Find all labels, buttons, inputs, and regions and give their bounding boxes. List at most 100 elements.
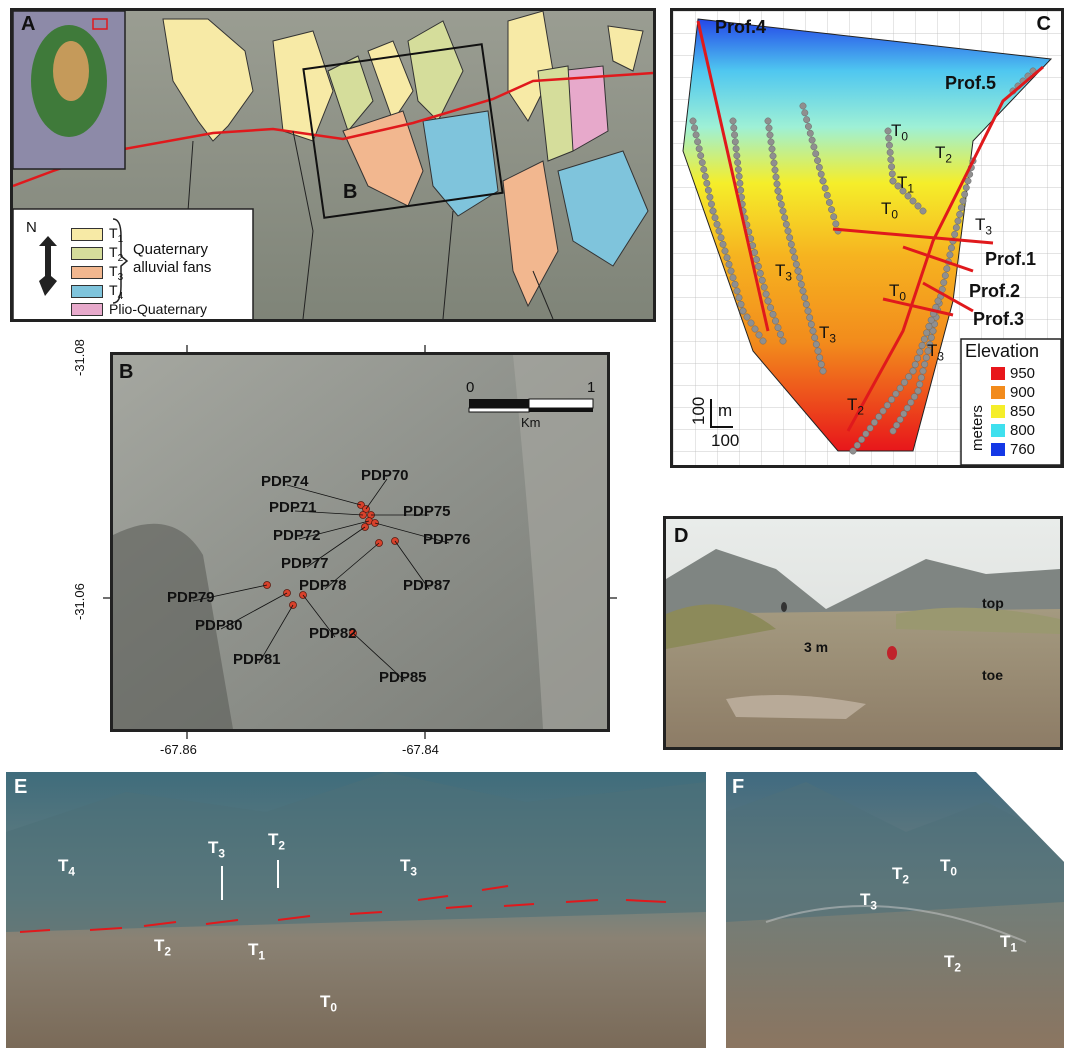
gps-point — [830, 213, 838, 221]
legend-group-line2: alluvial fans — [133, 259, 212, 276]
fault-segment — [277, 915, 311, 921]
scale-bar-lower-white — [468, 407, 530, 413]
legend-title: Elevation — [965, 341, 1040, 361]
sample-label: PDP76 — [423, 531, 471, 548]
terrace-index: 3 — [985, 223, 993, 238]
gps-point — [941, 272, 949, 280]
legend-sub: 4 — [117, 290, 124, 302]
gps-point — [927, 316, 935, 324]
gps-point — [713, 220, 721, 228]
gps-point — [754, 262, 762, 270]
terrace-label: T0 — [881, 199, 898, 221]
gps-point — [772, 173, 780, 181]
terrace-label: T1 — [897, 173, 914, 195]
gps-point — [894, 182, 902, 190]
label-height: 3 m — [804, 639, 829, 655]
gps-point — [789, 247, 797, 255]
terrace-letter: T — [892, 864, 903, 883]
gps-point — [689, 117, 697, 125]
legend-group-line1: Quaternary — [133, 241, 209, 258]
terrace-index: 2 — [902, 872, 910, 887]
gps-point — [961, 190, 969, 198]
gps-point — [889, 177, 897, 185]
fault-segment — [445, 905, 473, 909]
boulders — [726, 695, 866, 719]
gps-point — [731, 138, 739, 146]
mountains — [726, 782, 1064, 922]
legend-sub: 1 — [117, 233, 124, 245]
sample-leader — [298, 520, 370, 540]
gps-point — [799, 102, 807, 110]
sample-label: PDP81 — [233, 651, 281, 668]
shrub — [666, 604, 776, 649]
legend-swatch — [71, 228, 103, 242]
terrace-label: T3 — [208, 838, 225, 860]
gps-point — [914, 354, 921, 362]
elevation-value: 800 — [1010, 422, 1036, 439]
gps-point — [768, 145, 776, 153]
gps-point — [900, 378, 908, 386]
gps-point — [875, 413, 883, 421]
gps-point — [755, 331, 763, 339]
elevation-value: 760 — [1010, 441, 1036, 458]
gps-point — [825, 198, 833, 206]
gps-point — [858, 436, 866, 444]
elevation-swatch — [991, 424, 1005, 437]
sample-label: PDP87 — [403, 577, 451, 594]
gps-point — [733, 152, 741, 160]
legend-unit: meters — [969, 405, 986, 451]
gps-point — [883, 401, 891, 409]
shrub — [896, 607, 1060, 634]
gps-point — [866, 424, 874, 432]
fan-t4 — [422, 110, 499, 217]
elevation-legend-row: 900 — [991, 384, 1035, 401]
fault-segment — [481, 885, 509, 891]
gps-point — [946, 251, 954, 259]
terrace-label: T2 — [268, 830, 285, 852]
gps-point — [717, 234, 725, 242]
gps-point — [721, 247, 729, 255]
legend-code: T — [109, 263, 118, 279]
ridge-light — [513, 355, 607, 729]
gps-points — [689, 67, 1037, 455]
gps-point — [806, 314, 814, 322]
lon-tick: -67.84 — [402, 742, 439, 757]
terrace-index: 0 — [891, 207, 899, 222]
terrace-letter: T — [891, 121, 902, 140]
island-summit — [53, 41, 89, 101]
terrace-label: T3 — [860, 890, 877, 912]
terrace-index: 0 — [901, 129, 909, 144]
gps-point — [927, 334, 935, 342]
panel-b: B 0 1 Km PDP74 PDP70 PDP71 PDP75 PDP72 PDP76 P… — [110, 352, 610, 732]
sample-label: PDP82 — [309, 625, 357, 642]
label-toe: toe — [982, 667, 1003, 683]
terrace-index: 3 — [829, 331, 837, 346]
terrace-index: 1 — [1010, 940, 1018, 955]
gps-point — [700, 166, 708, 173]
gps-point — [734, 166, 742, 173]
elevation-legend-row: 950 — [991, 365, 1035, 382]
gps-point — [806, 129, 814, 137]
gps-point — [715, 227, 723, 235]
terrace-label: T0 — [940, 856, 957, 878]
gps-point — [921, 360, 929, 368]
legend-row: T1 — [71, 225, 123, 245]
fan-t2 — [537, 65, 574, 162]
sample-label: PDP74 — [261, 473, 309, 490]
gps-point — [951, 230, 959, 238]
panel-d-photo — [666, 519, 1060, 747]
elevation-swatch — [991, 443, 1005, 456]
elevation-legend-row: 760 — [991, 441, 1035, 458]
profile-line-prof1 — [902, 245, 974, 273]
gps-point — [923, 329, 931, 337]
fan-t4 — [557, 150, 649, 267]
gps-point — [948, 244, 955, 252]
legend-sub: 3 — [117, 271, 124, 283]
terrace-label: T0 — [320, 992, 337, 1014]
terrace-index: 3 — [410, 864, 418, 879]
gps-point — [817, 360, 825, 368]
terrace-letter: T — [897, 173, 908, 192]
gps-point — [920, 335, 928, 343]
gps-point — [729, 274, 737, 282]
sample-leader — [394, 540, 430, 590]
